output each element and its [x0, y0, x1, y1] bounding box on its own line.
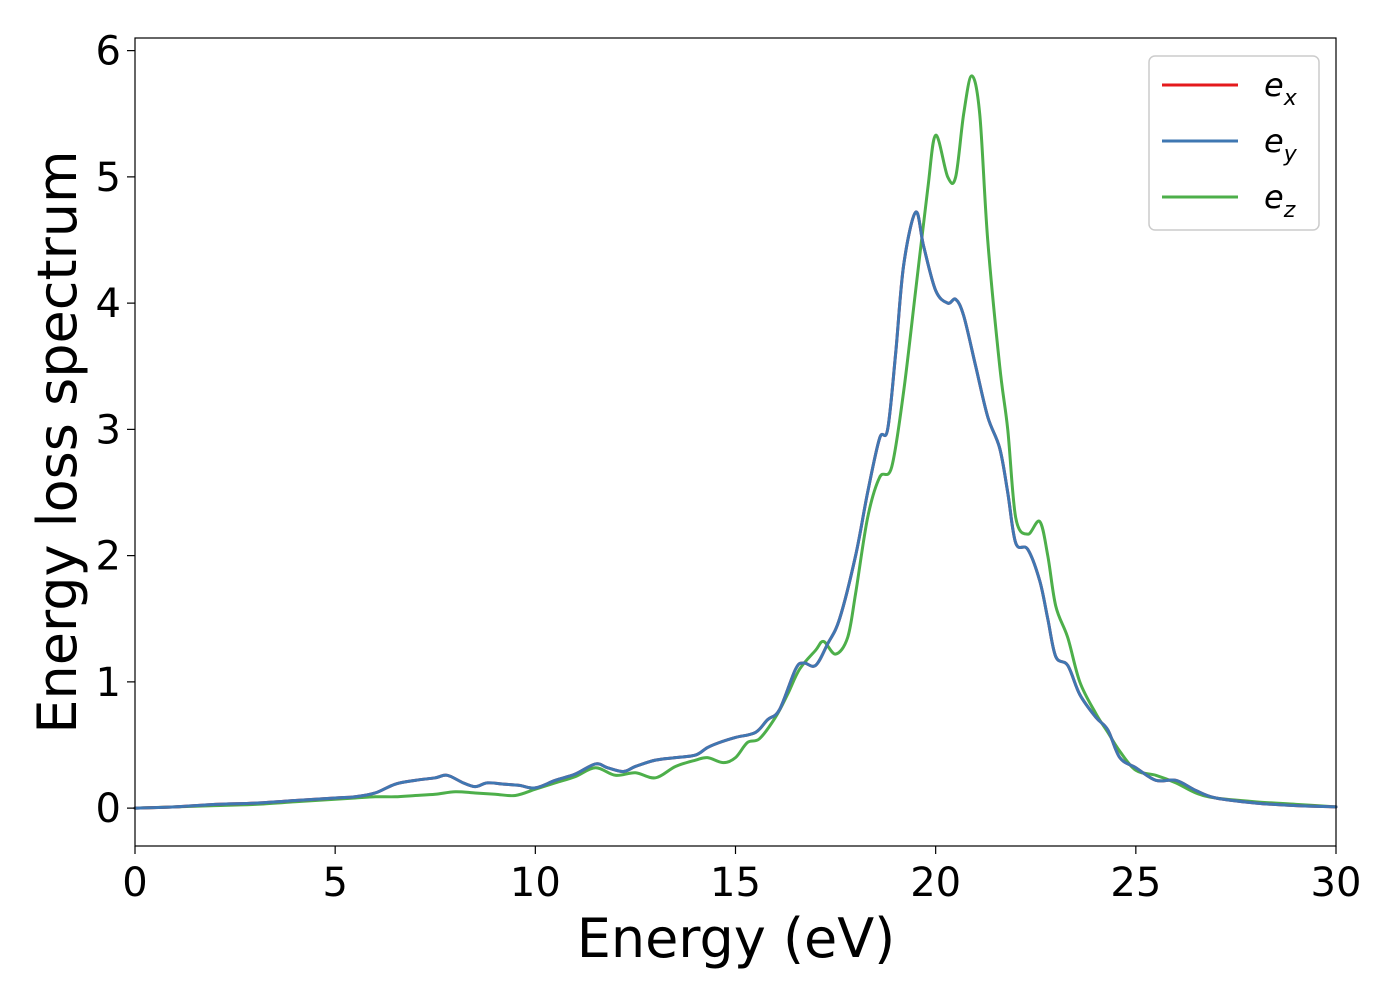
x-tick-label: 20 — [910, 860, 961, 906]
series-line-e-z — [133, 74, 1338, 810]
x-tick-label: 15 — [710, 860, 761, 906]
legend-box — [1148, 55, 1320, 231]
y-tick-label: 0 — [96, 786, 121, 832]
y-tick-label: 5 — [96, 155, 121, 201]
series-line-e-y — [133, 210, 1338, 810]
y-tick-label: 3 — [96, 407, 121, 453]
x-axis-title: Energy (eV) — [577, 907, 896, 970]
x-tick-label: 5 — [322, 860, 347, 906]
x-tick-label: 25 — [1110, 860, 1161, 906]
y-axis-ticks: 0 1 2 3 4 5 6 — [96, 29, 135, 832]
x-tick-label: 0 — [122, 860, 147, 906]
x-tick-label: 10 — [510, 860, 561, 906]
y-axis-title: Energy loss spectrum — [26, 150, 89, 733]
x-tick-label: 30 — [1311, 860, 1362, 906]
y-tick-label: 2 — [96, 534, 121, 580]
y-tick-label: 4 — [96, 281, 121, 327]
series-layer — [133, 74, 1338, 810]
y-tick-label: 6 — [96, 29, 121, 75]
y-tick-label: 1 — [96, 660, 121, 706]
x-axis-ticks: 0 5 10 15 20 25 30 — [122, 846, 1361, 906]
